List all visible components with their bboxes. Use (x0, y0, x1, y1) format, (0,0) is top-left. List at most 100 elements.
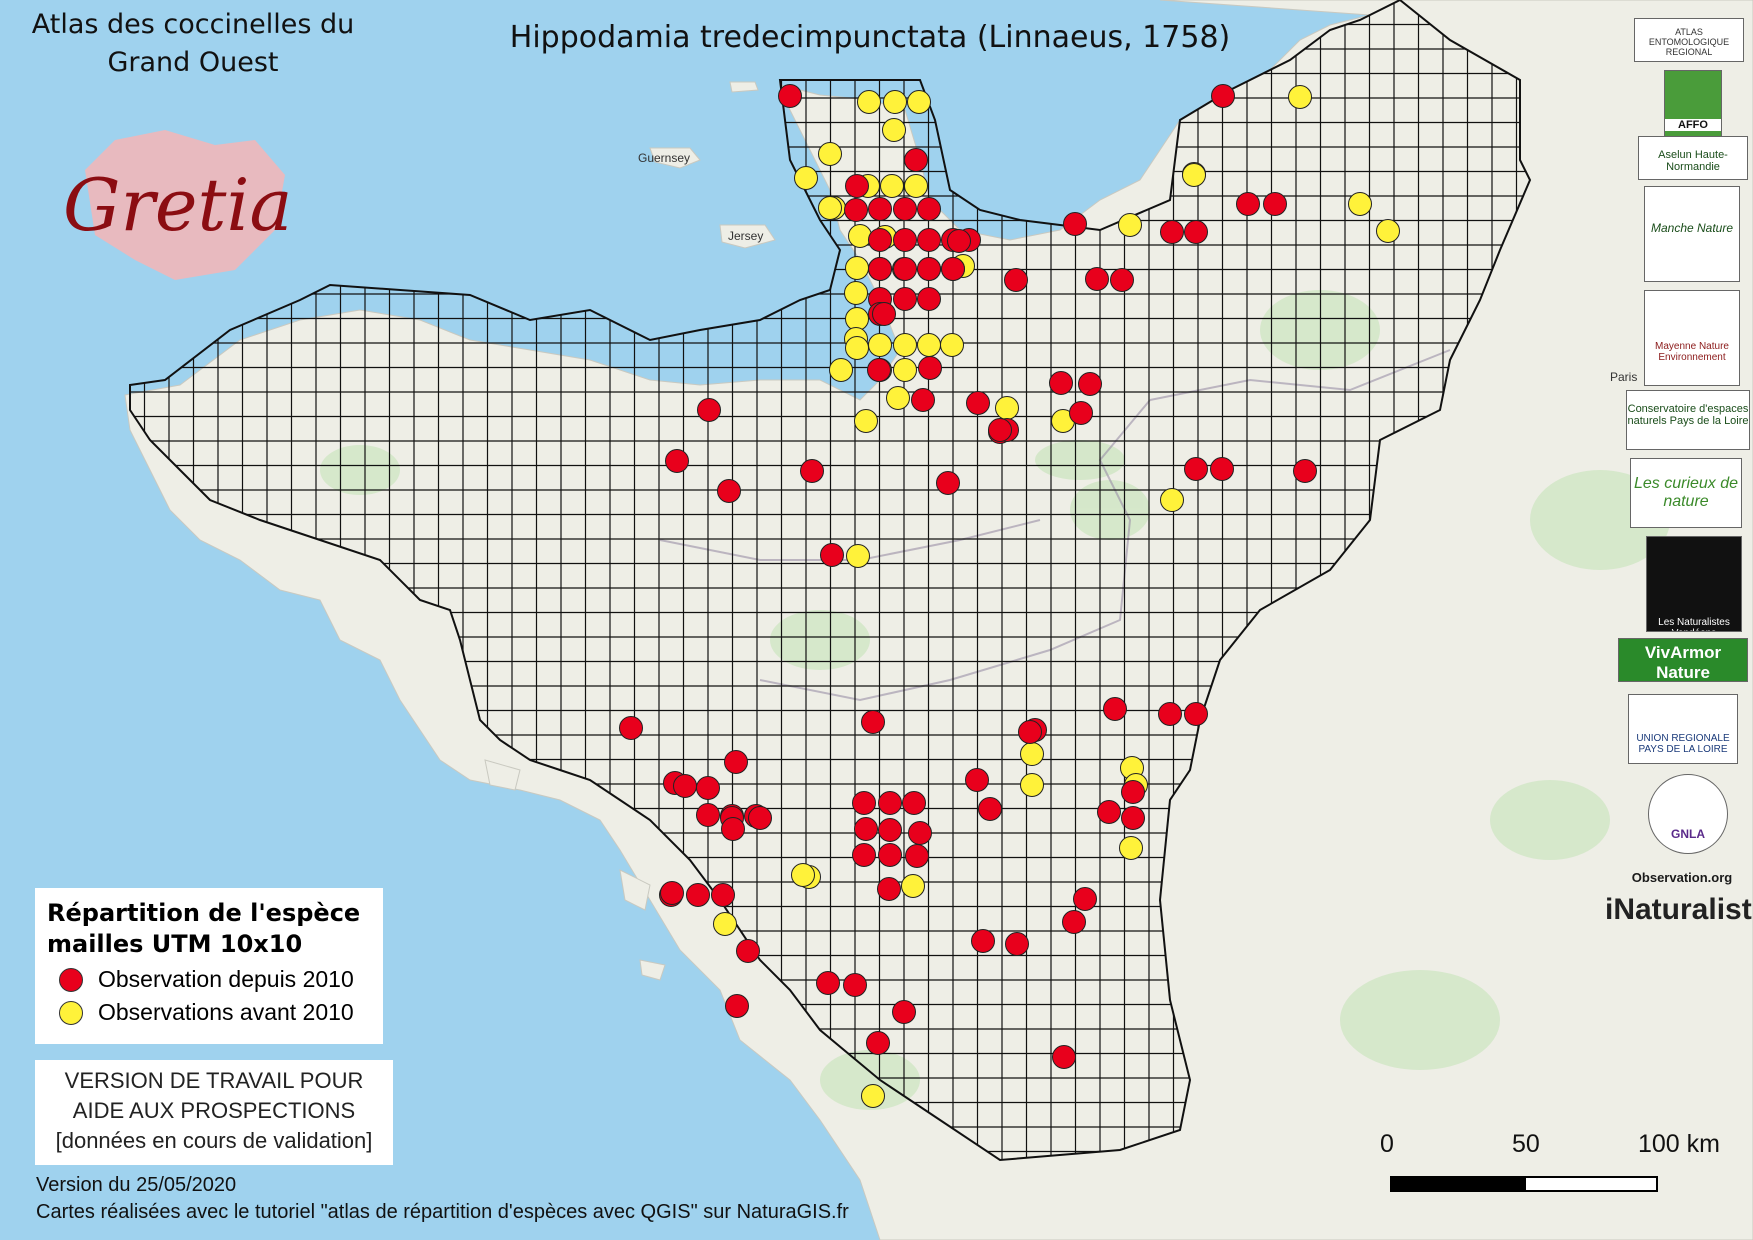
observation-dot-recent (1062, 910, 1086, 934)
observation-dot-recent (686, 883, 710, 907)
partner-logo: Conservatoire d'espaces naturels Pays de… (1626, 390, 1750, 450)
observation-dot-recent (711, 883, 735, 907)
observation-dot-old (861, 1084, 885, 1108)
atlas-title: Atlas des coccinelles du Grand Ouest (8, 6, 378, 82)
partner-name: Conservatoire d'espaces naturels Pays de… (1627, 403, 1749, 427)
footer-version: Version du 25/05/2020 (36, 1174, 237, 1196)
observation-dot-recent (725, 994, 749, 1018)
observation-dot-old (845, 256, 869, 280)
observation-dot-recent (904, 148, 928, 172)
scale-bar-black (1390, 1176, 1526, 1192)
observation-dot-recent (717, 479, 741, 503)
legend-item-label: Observation depuis 2010 (98, 966, 354, 992)
observation-dot-recent (965, 768, 989, 792)
observation-dot-recent (868, 257, 892, 281)
scale-label-100: 100 km (1638, 1130, 1720, 1158)
label-guernsey: Guernsey (638, 151, 690, 165)
observation-dot-recent (1073, 887, 1097, 911)
observation-dot-recent (917, 197, 941, 221)
label-paris: Paris (1610, 370, 1637, 384)
observation-dot-old (1182, 163, 1206, 187)
observation-dot-recent (852, 843, 876, 867)
observation-dot-recent (660, 881, 684, 905)
partner-logo: Mayenne Nature Environnement (1644, 290, 1740, 386)
observation-dot-old (791, 863, 815, 887)
observation-dot-recent (816, 971, 840, 995)
observation-dot-recent (1210, 457, 1234, 481)
observation-dot-old (1119, 836, 1143, 860)
observation-dot-recent (877, 877, 901, 901)
observation-dot-old (846, 544, 870, 568)
observation-dot-recent (1069, 401, 1093, 425)
observation-dot-old (1020, 742, 1044, 766)
observation-dot-old (794, 166, 818, 190)
observation-dot-recent (893, 228, 917, 252)
observation-dot-recent (1004, 268, 1028, 292)
observation-dot-recent (1293, 459, 1317, 483)
observation-dot-recent (878, 791, 902, 815)
work-box-line3: [données en cours de validation] (55, 1128, 373, 1153)
scale-bar: 0 50 100 km (1380, 1130, 1725, 1192)
observation-dot-recent (917, 257, 941, 281)
partner-name: UNION REGIONALE PAYS DE LA LOIRE (1636, 733, 1730, 755)
observation-dot-recent (1110, 268, 1134, 292)
atlas-title-line2: Grand Ouest (107, 47, 279, 78)
scale-label-0: 0 (1380, 1130, 1394, 1158)
observation-dot-recent (844, 198, 868, 222)
partner-logo: Les Naturalistes Vendéens (1646, 536, 1742, 632)
observation-dot-recent (820, 543, 844, 567)
observation-dot-recent (892, 1000, 916, 1024)
island-belle-ile (484, 759, 521, 791)
observation-dot-recent (778, 84, 802, 108)
island-jersey (719, 224, 776, 249)
observation-dot-recent (893, 197, 917, 221)
observation-dot-old (995, 396, 1019, 420)
legend-title-line1: Répartition de l'espèce (47, 899, 361, 927)
observation-dot-recent (1049, 371, 1073, 395)
observation-dot-recent (893, 257, 917, 281)
observation-dot-recent (1158, 702, 1182, 726)
footer-credit: Cartes réalisées avec le tutoriel "atlas… (36, 1201, 849, 1223)
observation-dot-old (917, 333, 941, 357)
observation-dot-old (893, 333, 917, 357)
partner-logo: Manche Nature (1644, 186, 1740, 282)
observation-dot-recent (1121, 806, 1145, 830)
observation-dot-recent (1184, 220, 1208, 244)
observation-dot-old (882, 118, 906, 142)
observation-dot-recent (947, 229, 971, 253)
observation-dot-old (901, 874, 925, 898)
partner-logo: Aselun Haute-Normandie (1638, 136, 1748, 180)
observation-dot-recent (1263, 192, 1287, 216)
observation-dot-recent (868, 197, 892, 221)
observation-dot-recent (978, 797, 1002, 821)
observation-dot-recent (1063, 212, 1087, 236)
observation-dot-recent (1184, 457, 1208, 481)
partner-name: Les curieux de nature (1633, 475, 1739, 510)
observation-dot-recent (665, 449, 689, 473)
observation-dot-recent (867, 358, 891, 382)
observation-dot-recent (800, 459, 824, 483)
observation-dot-old (880, 174, 904, 198)
observation-dot-old (1288, 85, 1312, 109)
observation-dot-recent (1121, 780, 1145, 804)
scale-label-50: 50 (1512, 1130, 1540, 1158)
observation-dot-recent (736, 939, 760, 963)
partner-name: Observation.org (1631, 870, 1733, 885)
island-noirmoutier (619, 869, 651, 911)
partner-logo: ATLAS ENTOMOLOGIQUE REGIONAL (1634, 18, 1744, 62)
observation-dot-recent (724, 750, 748, 774)
observation-dot-recent (893, 287, 917, 311)
partner-name: ATLAS ENTOMOLOGIQUE REGIONAL (1648, 27, 1730, 57)
gretia-logo: Gretia (63, 130, 292, 280)
partner-name: AFFO (1665, 119, 1721, 131)
observation-dot-recent (1211, 84, 1235, 108)
partner-logo: VivArmor Nature (1618, 638, 1748, 682)
partner-logos: ATLAS ENTOMOLOGIQUE REGIONAL AFFO Aselun… (1612, 14, 1753, 934)
observation-dot-recent (843, 973, 867, 997)
gretia-logo-text: Gretia (63, 163, 292, 247)
observation-dot-recent (697, 398, 721, 422)
observation-dot-recent (861, 710, 885, 734)
observation-dot-recent (917, 228, 941, 252)
observation-dot-old (845, 336, 869, 360)
observation-dot-recent (918, 356, 942, 380)
